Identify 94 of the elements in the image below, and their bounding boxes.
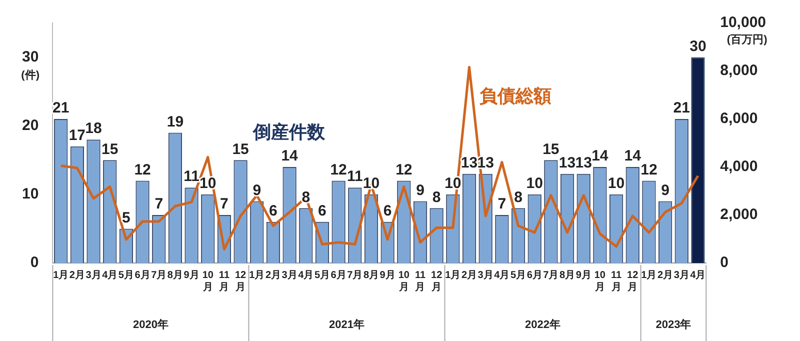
x-tick-label: 10月	[202, 270, 214, 293]
data-label: 14	[624, 148, 642, 165]
data-label: 14	[592, 148, 609, 165]
x-tick-label: 7月	[543, 270, 559, 281]
x-tick-label: 3月	[282, 270, 298, 281]
x-tick-label: 4月	[690, 270, 706, 281]
x-tick-label: 7月	[151, 270, 167, 281]
text: 2021年	[328, 318, 364, 332]
x-tick-label: 8月	[559, 270, 576, 281]
x-tick-label: 1月	[641, 270, 657, 281]
x-tick-label: 6月	[330, 270, 346, 281]
x-tick-label: 4月	[494, 270, 510, 281]
data-label: 12	[330, 161, 347, 178]
data-label: 9	[416, 182, 424, 199]
x-tick-label: 2月	[265, 270, 281, 281]
x-tick-label: 12月	[430, 270, 443, 293]
data-label: 8	[514, 188, 522, 206]
data-label: 15	[542, 140, 560, 158]
series-label: 倒産件数	[252, 122, 326, 142]
x-tick-label: 11月	[414, 270, 426, 293]
data-label: 11	[346, 168, 363, 186]
data-label: 19	[166, 113, 184, 130]
data-label: 9	[252, 182, 262, 199]
x-tick-label: 4月	[102, 270, 118, 281]
x-tick-label: 9月	[184, 270, 200, 281]
data-label: 15	[102, 140, 118, 158]
data-label: 9	[661, 182, 670, 199]
data-label: 6	[318, 202, 326, 220]
data-label: 12	[134, 161, 151, 178]
x-tick-label: 3月	[478, 270, 494, 281]
x-tick-label: 2月	[461, 270, 478, 281]
x-tick-label: 2月	[658, 270, 674, 281]
data-label: 17	[68, 127, 86, 144]
data-label: 7	[220, 196, 228, 213]
x-tick-label: 1月	[53, 270, 69, 281]
y2-axis-title: (百万円)	[726, 34, 768, 46]
text: 2020年	[132, 318, 168, 332]
x-tick-label: 8月	[363, 270, 380, 281]
x-tick-label: 2月	[69, 270, 85, 281]
x-tick-label: 4月	[298, 270, 314, 281]
data-label: 11	[184, 168, 200, 186]
data-label: 15	[232, 140, 249, 158]
y-tick-label: 30	[22, 48, 39, 66]
data-label: 10	[362, 175, 380, 192]
x-tick-label: 10月	[594, 270, 606, 293]
data-label: 8	[432, 188, 441, 206]
data-label: 6	[269, 202, 278, 220]
y2-tick-label: 6,000	[720, 110, 758, 128]
x-tick-label: 5月	[118, 270, 134, 281]
x-tick-label: 6月	[526, 270, 542, 281]
x-tick-label: 10月	[398, 270, 410, 293]
data-label: 12	[396, 161, 412, 178]
x-tick-label: 7月	[347, 270, 363, 281]
data-label: 14	[281, 148, 299, 165]
text: 2023年	[656, 318, 692, 332]
data-label: 30	[690, 38, 706, 55]
x-tick-label: 11月	[218, 270, 230, 293]
y-tick-label: 20	[22, 117, 39, 134]
x-tick-label: 3月	[674, 270, 690, 281]
text: 2022年	[525, 318, 561, 332]
x-tick-label: 12月	[234, 270, 247, 293]
data-label: 21	[673, 100, 690, 117]
data-label: 6	[383, 202, 392, 220]
data-label: 13	[575, 154, 592, 172]
data-label: 10	[526, 175, 543, 192]
x-tick-label: 9月	[380, 270, 396, 281]
data-label: 13	[558, 154, 576, 172]
y-axis-title: (件)	[21, 68, 40, 82]
series-label: 負債総額	[479, 86, 552, 106]
data-label: 12	[640, 161, 658, 178]
data-label: 5	[122, 209, 130, 226]
data-label: 21	[52, 100, 70, 117]
data-label: 18	[85, 120, 102, 138]
y-tick-label: 10	[22, 186, 39, 203]
data-label: 7	[498, 196, 506, 213]
y2-tick-label: 2,000	[720, 206, 758, 224]
data-label: 10	[608, 175, 625, 192]
y2-tick-label: 10,000	[720, 14, 766, 32]
x-tick-label: 6月	[134, 270, 150, 281]
x-tick-label: 8月	[167, 270, 183, 281]
x-tick-label: 3月	[86, 270, 102, 281]
data-label: 13	[460, 154, 478, 172]
x-tick-label: 9月	[576, 270, 592, 281]
y2-tick-label: 0	[720, 254, 728, 272]
data-label: 7	[154, 196, 164, 213]
x-tick-label: 1月	[249, 270, 265, 281]
y2-tick-label: 4,000	[720, 158, 758, 176]
x-tick-label: 11月	[610, 270, 622, 293]
x-tick-label: 12月	[626, 270, 639, 293]
x-tick-label: 5月	[314, 270, 330, 281]
x-tick-label: 5月	[510, 270, 526, 281]
y-tick-label: 0	[30, 254, 39, 272]
y2-tick-label: 8,000	[720, 62, 758, 80]
x-tick-label: 1月	[445, 270, 461, 281]
